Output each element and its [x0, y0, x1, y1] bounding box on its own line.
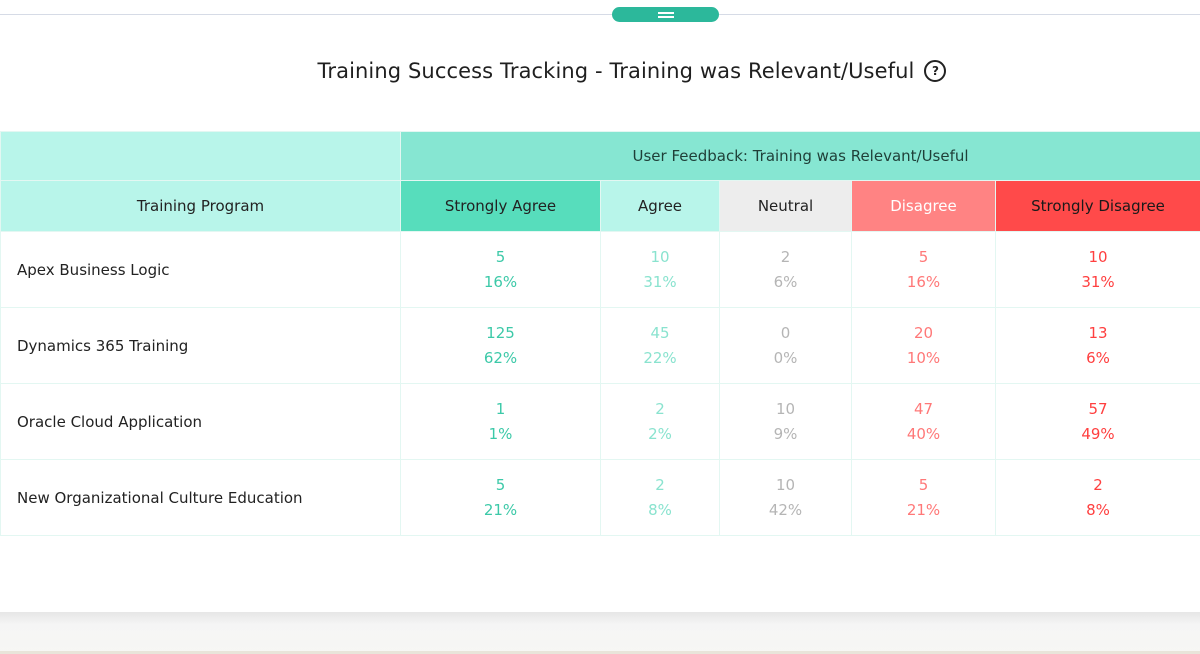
- percent-value: 22%: [643, 348, 677, 367]
- group-header: User Feedback: Training was Relevant/Use…: [399, 131, 1200, 181]
- count-value: 125: [486, 323, 515, 342]
- percent-value: 6%: [1086, 348, 1110, 367]
- percent-value: 2%: [648, 424, 672, 443]
- title-row: Training Success Tracking - Training was…: [0, 54, 1200, 88]
- program-name: Oracle Cloud Application: [0, 383, 401, 460]
- count-value: 13: [1088, 323, 1108, 342]
- group-header-row: User Feedback: Training was Relevant/Use…: [0, 131, 1200, 181]
- top-divider: [0, 14, 1200, 15]
- program-name: Apex Business Logic: [0, 231, 401, 308]
- column-header-agree: Agree: [600, 180, 720, 232]
- page-title: Training Success Tracking - Training was…: [317, 59, 915, 83]
- disagree-cell: 20 10%: [851, 307, 996, 384]
- column-header-strongly-disagree: Strongly Disagree: [994, 180, 1200, 232]
- percent-value: 42%: [768, 500, 803, 519]
- neutral-cell: 2 6%: [719, 231, 852, 308]
- disagree-cell: 47 40%: [851, 383, 996, 460]
- neutral-cell: 0 0%: [719, 307, 852, 384]
- disagree-cell: 5 16%: [851, 231, 996, 308]
- percent-value: 0%: [773, 348, 798, 367]
- count-value: 5: [918, 475, 929, 494]
- agree-cell: 45 22%: [600, 307, 720, 384]
- column-header-disagree: Disagree: [851, 180, 996, 232]
- panel-footer-shadow: [0, 612, 1200, 654]
- table-row: Oracle Cloud Application 1 1% 2 2% 10 9%…: [0, 383, 1200, 460]
- strongly-agree-cell: 1 1%: [400, 383, 601, 460]
- count-value: 2: [655, 399, 665, 418]
- percent-value: 9%: [773, 424, 798, 443]
- percent-value: 10%: [906, 348, 941, 367]
- count-value: 10: [650, 247, 670, 266]
- count-value: 2: [1093, 475, 1103, 494]
- percent-value: 1%: [488, 424, 513, 443]
- percent-value: 6%: [773, 272, 798, 291]
- count-value: 45: [650, 323, 670, 342]
- percent-value: 49%: [1081, 424, 1115, 443]
- strongly-agree-cell: 5 21%: [400, 459, 601, 536]
- count-value: 1: [495, 399, 506, 418]
- table-row: Apex Business Logic 5 16% 10 31% 2 6% 5 …: [0, 231, 1200, 308]
- column-header-row: Training Program Strongly Agree Agree Ne…: [0, 180, 1200, 232]
- column-header-neutral: Neutral: [719, 180, 852, 232]
- percent-value: 31%: [643, 272, 677, 291]
- percent-value: 8%: [648, 500, 672, 519]
- percent-value: 8%: [1086, 500, 1110, 519]
- percent-value: 21%: [483, 500, 518, 519]
- table-row: New Organizational Culture Education 5 2…: [0, 459, 1200, 536]
- count-value: 10: [1088, 247, 1108, 266]
- column-header-strongly-agree: Strongly Agree: [400, 180, 601, 232]
- count-value: 2: [655, 475, 665, 494]
- count-value: 2: [780, 247, 791, 266]
- feedback-table: User Feedback: Training was Relevant/Use…: [0, 131, 1200, 536]
- drag-handle-icon: [657, 11, 674, 18]
- drag-handle[interactable]: [612, 7, 719, 22]
- percent-value: 31%: [1081, 272, 1115, 291]
- column-header-program: Training Program: [0, 180, 401, 232]
- agree-cell: 2 2%: [600, 383, 720, 460]
- percent-value: 21%: [906, 500, 941, 519]
- disagree-cell: 5 21%: [851, 459, 996, 536]
- strongly-agree-cell: 5 16%: [400, 231, 601, 308]
- bottom-divider: [0, 651, 1200, 654]
- count-value: 57: [1088, 399, 1108, 418]
- count-value: 20: [913, 323, 934, 342]
- header-blank: [0, 131, 401, 181]
- strongly-agree-cell: 125 62%: [400, 307, 601, 384]
- count-value: 47: [913, 399, 934, 418]
- percent-value: 16%: [483, 272, 518, 291]
- count-value: 5: [495, 475, 506, 494]
- help-icon[interactable]: ?: [924, 60, 947, 82]
- agree-cell: 10 31%: [600, 231, 720, 308]
- percent-value: 16%: [906, 272, 941, 291]
- count-value: 5: [495, 247, 506, 266]
- count-value: 5: [918, 247, 929, 266]
- neutral-cell: 10 42%: [719, 459, 852, 536]
- strongly-disagree-cell: 13 6%: [994, 307, 1200, 384]
- count-value: 0: [780, 323, 791, 342]
- strongly-disagree-cell: 2 8%: [994, 459, 1200, 536]
- neutral-cell: 10 9%: [719, 383, 852, 460]
- count-value: 10: [775, 475, 796, 494]
- agree-cell: 2 8%: [600, 459, 720, 536]
- table-row: Dynamics 365 Training 125 62% 45 22% 0 0…: [0, 307, 1200, 384]
- percent-value: 40%: [906, 424, 941, 443]
- strongly-disagree-cell: 10 31%: [994, 231, 1200, 308]
- strongly-disagree-cell: 57 49%: [994, 383, 1200, 460]
- count-value: 10: [775, 399, 796, 418]
- percent-value: 62%: [483, 348, 518, 367]
- program-name: Dynamics 365 Training: [0, 307, 401, 384]
- program-name: New Organizational Culture Education: [0, 459, 401, 536]
